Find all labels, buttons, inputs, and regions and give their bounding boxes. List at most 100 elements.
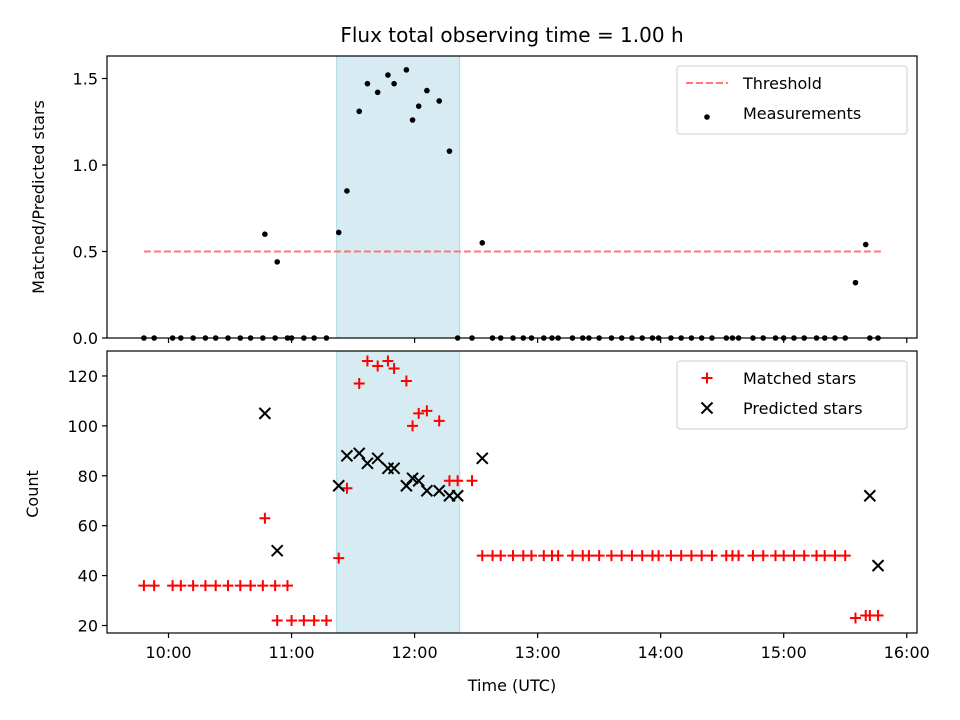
top-dot-point-24 — [385, 72, 391, 78]
bottom-legend-marker-0 — [701, 372, 713, 384]
bottom-plus-point-69 — [829, 550, 841, 562]
top-dot-point-34 — [479, 240, 486, 246]
bottom-plus-point-47 — [605, 550, 617, 562]
x-tick-label-5: 15:00 — [761, 643, 807, 662]
bottom-plus-point-68 — [819, 550, 831, 562]
bottom-plus-point-17 — [308, 615, 320, 627]
top-legend-marker-1 — [704, 114, 710, 120]
top-dot-point-22 — [364, 80, 371, 87]
bottom-plus-point-39 — [525, 550, 537, 562]
x-tick-label-2: 12:00 — [392, 643, 438, 662]
top-y-tick-label-2: 1.0 — [73, 156, 98, 175]
bottom-plus-point-3 — [175, 580, 187, 592]
bottom-x-point-15 — [451, 489, 464, 502]
bottom-plus-point-36 — [495, 550, 507, 562]
bottom-plus-point-5 — [199, 580, 211, 592]
x-tick-label-0: 10:00 — [145, 643, 191, 662]
top-dot-point-25 — [391, 80, 397, 87]
top-y-tick-label-1: 0.5 — [73, 242, 98, 261]
bottom-plus-point-7 — [222, 580, 234, 592]
x-tick-label-6: 16:00 — [884, 643, 930, 662]
bottom-x-point-3 — [340, 449, 354, 463]
bottom-plus-point-28 — [413, 407, 425, 419]
bottom-plus-point-45 — [583, 550, 595, 562]
bottom-plus-point-13 — [259, 512, 271, 524]
bottom-plus-point-65 — [788, 550, 800, 562]
bottom-plus-point-22 — [361, 355, 373, 367]
top-dot-point-27 — [409, 117, 416, 123]
bottom-plus-point-55 — [685, 550, 697, 562]
bottom-x-point-12 — [420, 484, 434, 497]
bottom-plus-point-61 — [747, 550, 759, 562]
bottom-y-tick-label-5: 120 — [67, 367, 98, 386]
top-y-tick-label-0: 0.0 — [73, 329, 98, 348]
bottom-plus-point-23 — [372, 360, 384, 372]
bottom-y-tick-label-0: 20 — [78, 617, 98, 636]
top-dot-point-31 — [446, 148, 453, 154]
bottom-legend-box — [676, 360, 908, 430]
bottom-plus-point-57 — [706, 550, 718, 562]
top-axes-frame — [106, 55, 918, 339]
bottom-plus-point-0 — [138, 580, 150, 592]
bottom-x-point-4 — [353, 447, 366, 460]
top-panel: 0.0 0.5 1.0 1.5 Threshold Measurements — [73, 55, 918, 348]
bottom-plus-point-70 — [839, 550, 851, 562]
bottom-plus-point-66 — [798, 550, 810, 562]
bottom-x-point-2 — [332, 479, 345, 492]
bottom-panel: 20 40 60 80 100 120 10:00 11:00 12:00 13:00 14:00 1… — [67, 350, 930, 662]
top-y-axis-label: Matched/Predicted stars — [29, 100, 48, 294]
bottom-y-tick-label-1: 40 — [78, 567, 98, 586]
bottom-plus-point-11 — [269, 580, 281, 592]
bottom-plus-point-6 — [210, 580, 222, 592]
x-axis-label: Time (UTC) — [467, 676, 556, 695]
bottom-plus-point-14 — [271, 615, 283, 627]
bottom-plus-point-43 — [566, 550, 578, 562]
bottom-legend-marker-1 — [700, 401, 714, 415]
bottom-plus-point-48 — [616, 550, 628, 562]
top-legend-box — [676, 65, 908, 135]
bottom-x-point-18 — [871, 559, 885, 572]
bottom-plus-point-1 — [148, 580, 160, 592]
bottom-plus-point-34 — [476, 550, 488, 562]
top-legend-label-1: Measurements — [743, 104, 861, 123]
bottom-plus-point-21 — [353, 377, 365, 389]
bottom-plus-point-12 — [281, 580, 293, 592]
bottom-x-point-5 — [361, 457, 374, 470]
bottom-y-tick-label-4: 100 — [67, 417, 98, 436]
bottom-plus-point-25 — [388, 362, 400, 374]
bottom-plus-point-37 — [507, 550, 519, 562]
bottom-x-point-11 — [412, 474, 425, 487]
bottom-plus-point-30 — [433, 415, 445, 427]
top-dot-point-30 — [436, 98, 443, 104]
chart-title: Flux total observing time = 1.00 h — [340, 23, 683, 47]
bottom-x-point-6 — [371, 452, 384, 465]
bottom-plus-point-4 — [187, 580, 199, 592]
bottom-plus-point-52 — [653, 550, 665, 562]
bottom-x-point-8 — [387, 462, 401, 475]
top-highlight-band — [336, 55, 461, 339]
top-dot-point-14 — [274, 259, 281, 265]
bottom-plus-point-18 — [320, 615, 332, 627]
bottom-plus-point-50 — [636, 550, 648, 562]
bottom-x-point-0 — [258, 407, 272, 420]
bottom-plus-point-20 — [341, 482, 353, 494]
x-tick-label-3: 13:00 — [515, 643, 561, 662]
bottom-plus-point-53 — [665, 550, 677, 562]
bottom-legend-label-1: Predicted stars — [743, 399, 863, 418]
x-tick-label-4: 14:00 — [638, 643, 684, 662]
bottom-plus-point-62 — [757, 550, 769, 562]
bottom-plus-point-33 — [466, 475, 478, 487]
bottom-x-point-1 — [270, 544, 284, 557]
bottom-plus-point-24 — [382, 355, 394, 367]
top-legend-label-0: Threshold — [742, 74, 822, 93]
bottom-plus-point-60 — [733, 550, 745, 562]
bottom-axes-frame — [106, 350, 918, 634]
bottom-plus-point-9 — [245, 580, 257, 592]
bottom-plus-point-32 — [452, 475, 464, 487]
bottom-plus-point-56 — [696, 550, 708, 562]
bottom-x-point-16 — [476, 452, 489, 465]
top-dot-point-20 — [344, 188, 350, 194]
bottom-plus-point-42 — [552, 550, 564, 562]
top-dot-point-28 — [415, 103, 422, 109]
